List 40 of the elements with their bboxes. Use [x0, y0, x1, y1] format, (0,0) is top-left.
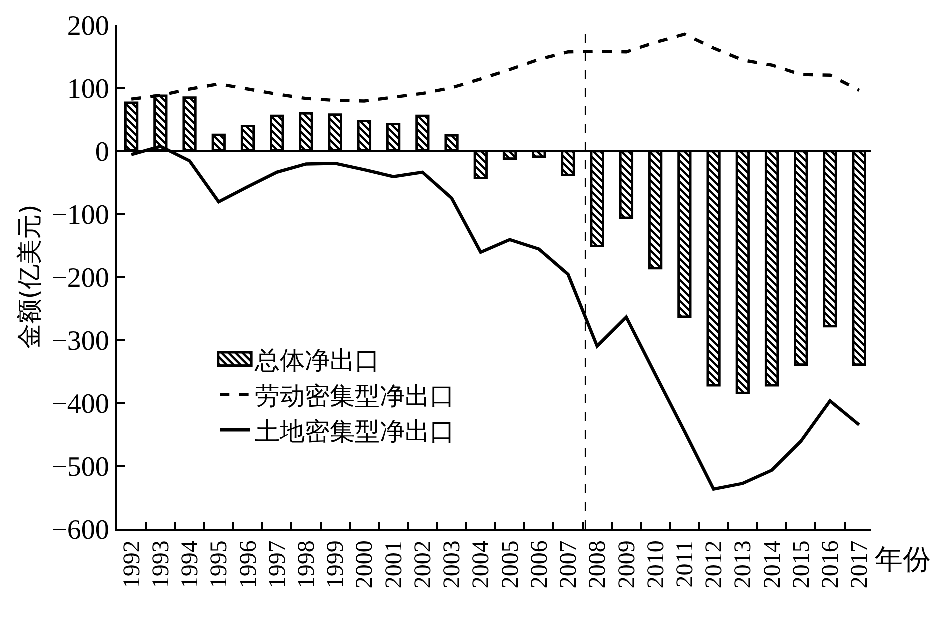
y-tick-label: 100	[67, 74, 110, 105]
y-tick-label: −600	[52, 514, 110, 546]
x-tick-label: 2011	[672, 540, 698, 588]
x-tick-label: 2013	[730, 540, 757, 589]
x-tick-label: 1995	[206, 540, 233, 589]
x-tick-label: 2017	[847, 540, 874, 589]
x-tick-label: 2009	[614, 540, 640, 589]
x-tick-label: 2010	[643, 540, 670, 589]
x-tick-label: 1992	[119, 540, 146, 589]
legend-label: 土地密集型净出口	[255, 416, 456, 446]
x-tick-label: 1994	[178, 540, 204, 589]
x-tick-label: 2000	[352, 540, 378, 589]
x-tick-label: 1993	[148, 540, 174, 589]
y-tick-label: −300	[52, 326, 110, 357]
x-tick-label: 2003	[440, 540, 466, 589]
x-tick-label: 2016	[818, 540, 844, 589]
x-tick-label: 2002	[410, 540, 436, 589]
x-tick-label: 1999	[323, 540, 350, 589]
x-tick-label: 2005	[498, 540, 524, 589]
x-tick-label: 2006	[526, 540, 553, 589]
x-tick-label: 2007	[556, 540, 582, 589]
y-tick-label: −400	[52, 388, 110, 420]
x-tick-label: 1998	[294, 540, 320, 589]
x-tick-label: 2015	[788, 540, 815, 589]
x-tick-label: 1996	[236, 540, 262, 589]
x-tick-label: 2004	[468, 540, 495, 589]
x-tick-label: 2001	[381, 540, 408, 589]
y-tick-label: −500	[52, 452, 110, 483]
legend-label: 劳动密集型净出口	[255, 381, 456, 410]
y-tick-label: 0	[95, 136, 110, 168]
x-tick-label: 2014	[760, 540, 786, 589]
y-tick-label: −100	[52, 200, 110, 231]
y-tick-label: −200	[52, 262, 110, 294]
x-tick-label: 1997	[264, 540, 291, 589]
y-axis-title: 金额(亿美元)	[14, 204, 44, 350]
y-tick-label: 200	[67, 10, 110, 42]
legend-label: 总体净出口	[254, 346, 380, 375]
x-tick-label: 2012	[702, 540, 728, 589]
x-tick-label: 2008	[585, 540, 612, 589]
x-axis-title: 年份	[875, 543, 931, 576]
